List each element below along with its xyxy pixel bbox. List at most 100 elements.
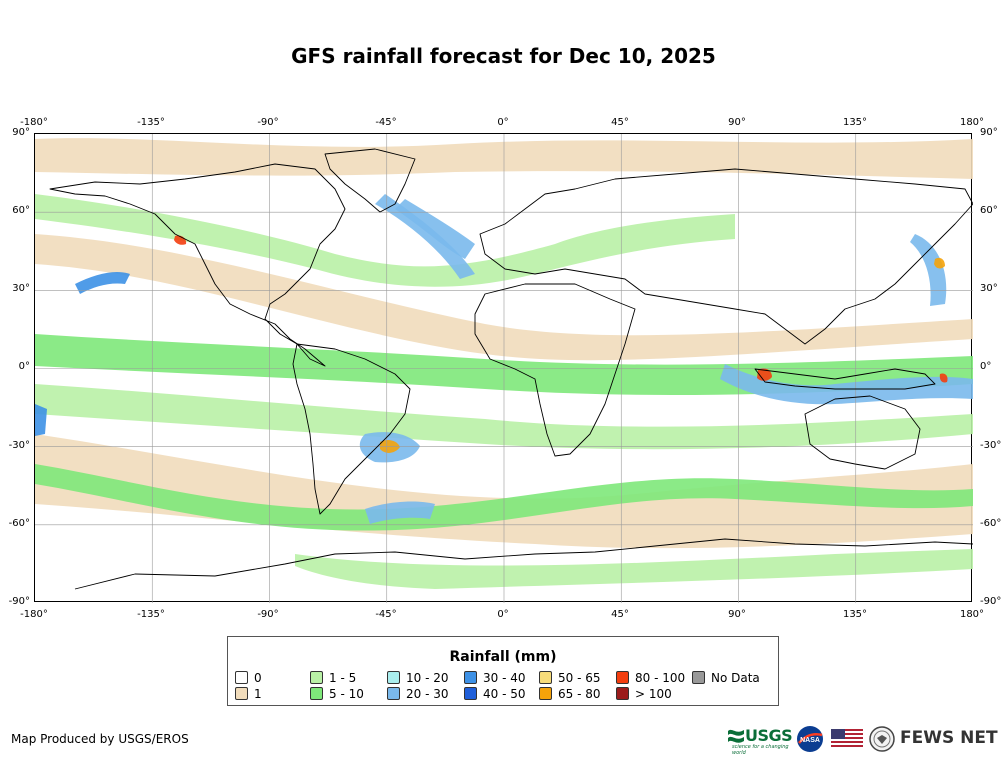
legend-label: 40 - 50	[483, 687, 526, 701]
very-heavy-rain-cell	[757, 368, 772, 381]
usgs-wave-icon	[728, 729, 744, 743]
heavy-rain-band	[75, 272, 130, 294]
legend-swatch	[310, 671, 323, 684]
legend-label: No Data	[711, 671, 760, 685]
lat-tick-left: 30°	[12, 283, 30, 294]
legend-label: 0	[254, 671, 262, 685]
heavy-rain-band	[910, 234, 947, 306]
fews-net-wordmark: FEWS NET	[900, 728, 998, 748]
lon-tick-top: 45°	[611, 117, 629, 128]
legend-swatch	[235, 671, 248, 684]
light-rain-band	[295, 549, 973, 589]
heavy-rain-band	[365, 501, 435, 524]
legend-item: 0	[235, 671, 262, 685]
lon-tick-bottom: -180°	[20, 609, 48, 620]
heavy-rain-band	[35, 404, 47, 436]
lon-tick-bottom: 135°	[842, 609, 868, 620]
indonesia-outline	[754, 368, 936, 390]
lon-tick-top: 0°	[497, 117, 509, 128]
legend-item: 5 - 10	[310, 687, 364, 701]
lon-tick-top: -90°	[257, 117, 279, 128]
legend-label: 80 - 100	[635, 671, 686, 685]
logo-bar: USGS science for a changing world NASA F…	[728, 725, 998, 756]
map-canvas	[35, 134, 973, 603]
legend-swatch	[692, 671, 705, 684]
usgs-tagline: science for a changing world	[732, 744, 789, 756]
lat-tick-left: -90°	[8, 596, 30, 607]
lat-tick-left: 60°	[12, 205, 30, 216]
light-rain-band	[35, 194, 735, 287]
lat-tick-left: -30°	[8, 440, 30, 451]
antarctica-outline	[74, 538, 973, 590]
usgs-wordmark: USGS	[745, 726, 793, 745]
legend-swatch	[387, 687, 400, 700]
lat-tick-right: 0°	[980, 361, 992, 372]
legend-label: 10 - 20	[406, 671, 449, 685]
lat-tick-right: -60°	[980, 518, 1002, 529]
legend-swatch	[464, 671, 477, 684]
lat-tick-left: 0°	[18, 361, 30, 372]
legend-item: 50 - 65	[539, 671, 601, 685]
legend-item: 65 - 80	[539, 687, 601, 701]
lon-tick-bottom: 90°	[728, 609, 746, 620]
north-america-outline	[49, 163, 346, 367]
lat-tick-right: -90°	[980, 596, 1002, 607]
usgs-logo: USGS science for a changing world	[728, 725, 800, 756]
australia-outline	[804, 395, 921, 470]
heavy-rain-band	[395, 199, 475, 259]
lon-tick-bottom: -90°	[257, 609, 279, 620]
rainfall-map	[34, 133, 973, 603]
map-credit: Map Produced by USGS/EROS	[11, 732, 189, 746]
legend-swatch	[387, 671, 400, 684]
legend-item: 30 - 40	[464, 671, 526, 685]
lat-tick-right: -30°	[980, 440, 1002, 451]
legend-item: 80 - 100	[616, 671, 685, 685]
legend-swatch	[539, 671, 552, 684]
lon-tick-top: 135°	[842, 117, 868, 128]
legend-item: 10 - 20	[387, 671, 449, 685]
lat-tick-right: 90°	[980, 127, 998, 138]
legend-item: > 100	[616, 687, 672, 701]
nasa-logo: NASA	[796, 725, 826, 753]
lon-tick-top: -135°	[137, 117, 165, 128]
state-department-seal-icon	[869, 725, 897, 753]
nasa-meatball-icon: NASA	[797, 726, 823, 752]
lon-tick-top: 180°	[959, 117, 985, 128]
legend-item: 1 - 5	[310, 671, 356, 685]
map-title: GFS rainfall forecast for Dec 10, 2025	[291, 44, 716, 68]
lon-tick-bottom: 180°	[959, 609, 985, 620]
legend-item: 1	[235, 687, 262, 701]
legend-label: 65 - 80	[558, 687, 601, 701]
legend-item: 20 - 30	[387, 687, 449, 701]
very-heavy-rain-cell	[934, 257, 945, 269]
south-america-outline	[292, 343, 411, 515]
lat-tick-left: 90°	[12, 127, 30, 138]
graticule	[35, 134, 973, 603]
africa-outline	[474, 283, 636, 457]
us-flag-icon	[831, 725, 865, 753]
legend-item: 40 - 50	[464, 687, 526, 701]
lat-tick-left: -60°	[8, 518, 30, 529]
lon-tick-top: -45°	[375, 117, 397, 128]
heavy-rain-band	[375, 194, 475, 279]
legend-swatch	[464, 687, 477, 700]
legend-item: No Data	[692, 671, 760, 685]
legend-label: 30 - 40	[483, 671, 526, 685]
lon-tick-bottom: -45°	[375, 609, 397, 620]
lat-tick-right: 60°	[980, 205, 998, 216]
lon-tick-bottom: 45°	[611, 609, 629, 620]
very-heavy-rain-cell	[939, 373, 948, 383]
lat-tick-right: 30°	[980, 283, 998, 294]
legend-label: 1 - 5	[329, 671, 357, 685]
lon-tick-top: 90°	[728, 117, 746, 128]
greenland-outline	[324, 148, 416, 213]
legend-title: Rainfall (mm)	[449, 649, 557, 665]
legend-swatch	[310, 687, 323, 700]
lon-tick-bottom: 0°	[497, 609, 509, 620]
legend-swatch	[616, 671, 629, 684]
legend-label: 5 - 10	[329, 687, 364, 701]
legend-swatch	[539, 687, 552, 700]
legend-label: > 100	[635, 687, 672, 701]
rainfall-legend: Rainfall (mm) 0 1 1 - 5 5 - 10 10 - 20 2…	[227, 636, 779, 706]
nasa-wordmark: NASA	[800, 737, 820, 744]
